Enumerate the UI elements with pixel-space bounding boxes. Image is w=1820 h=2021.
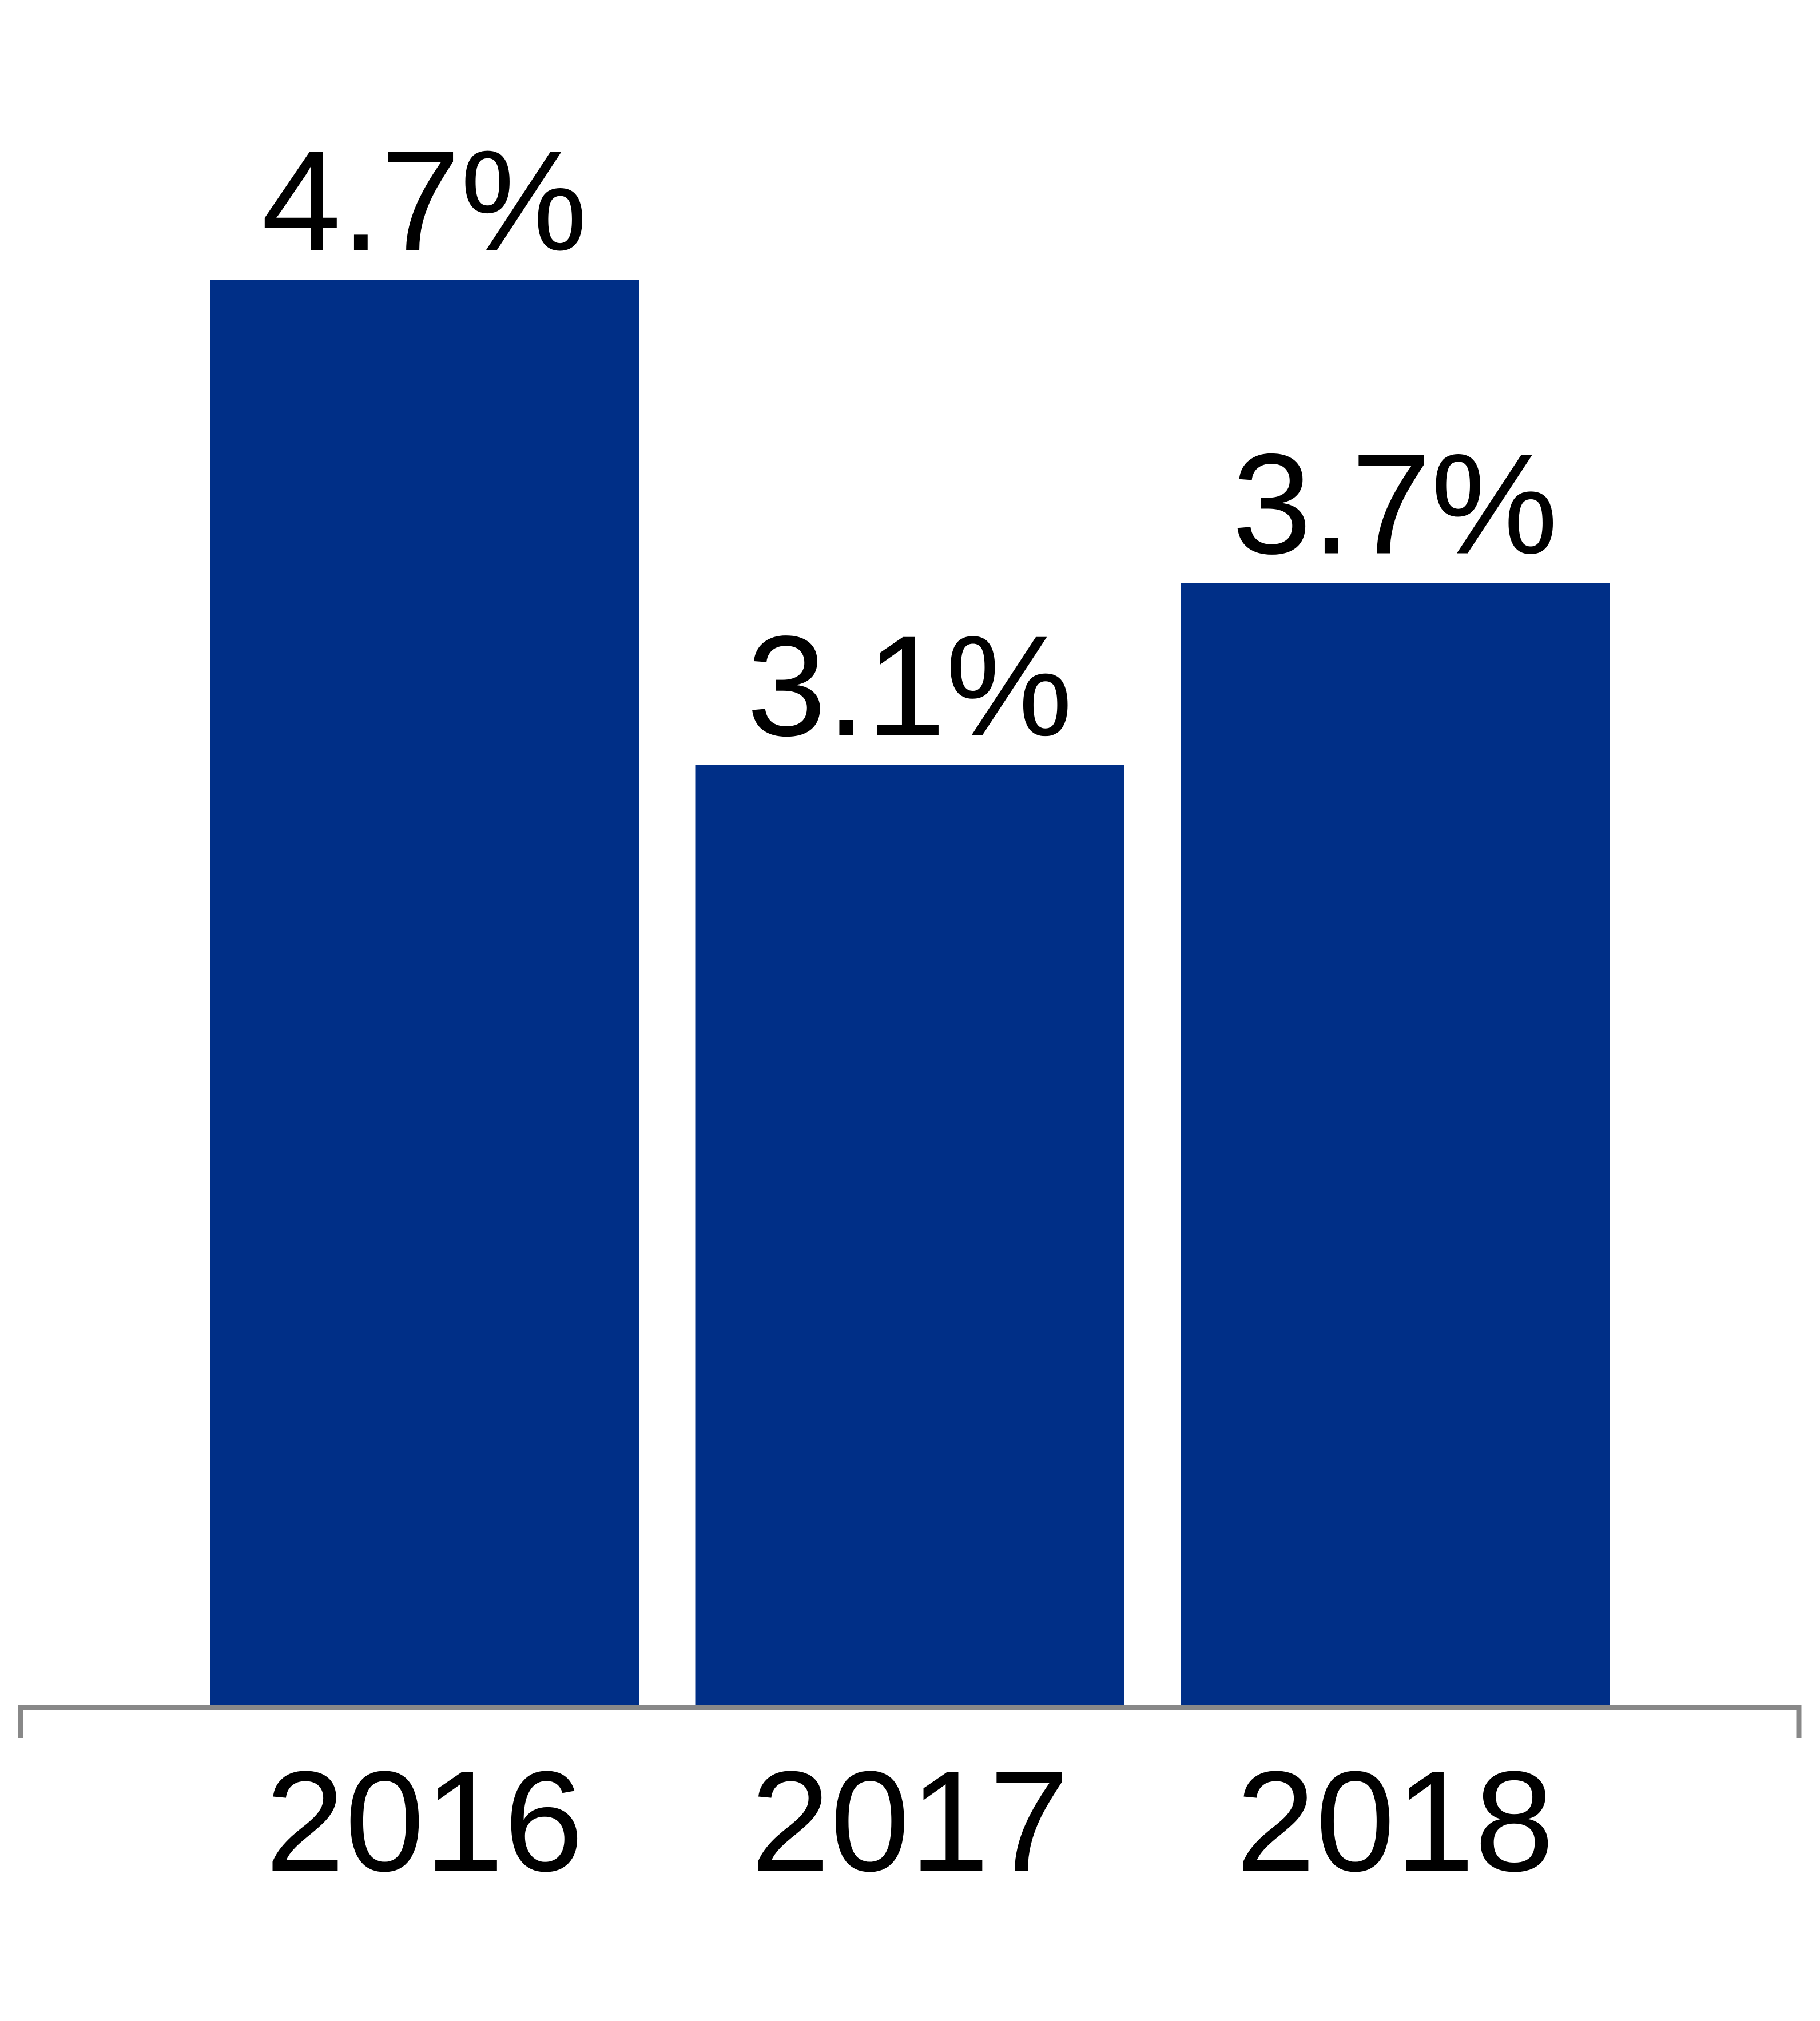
bar (210, 280, 639, 1705)
x-tick-label: 2018 (1236, 1741, 1554, 1901)
value-label: 3.7% (1232, 424, 1558, 583)
value-label: 4.7% (261, 121, 587, 280)
x-tick-label: 2017 (750, 1741, 1068, 1901)
value-label: 3.1% (747, 606, 1073, 766)
x-tick-label: 2016 (265, 1741, 583, 1901)
bar (695, 765, 1124, 1705)
x-axis (18, 1705, 1802, 1738)
bar (1181, 583, 1610, 1705)
